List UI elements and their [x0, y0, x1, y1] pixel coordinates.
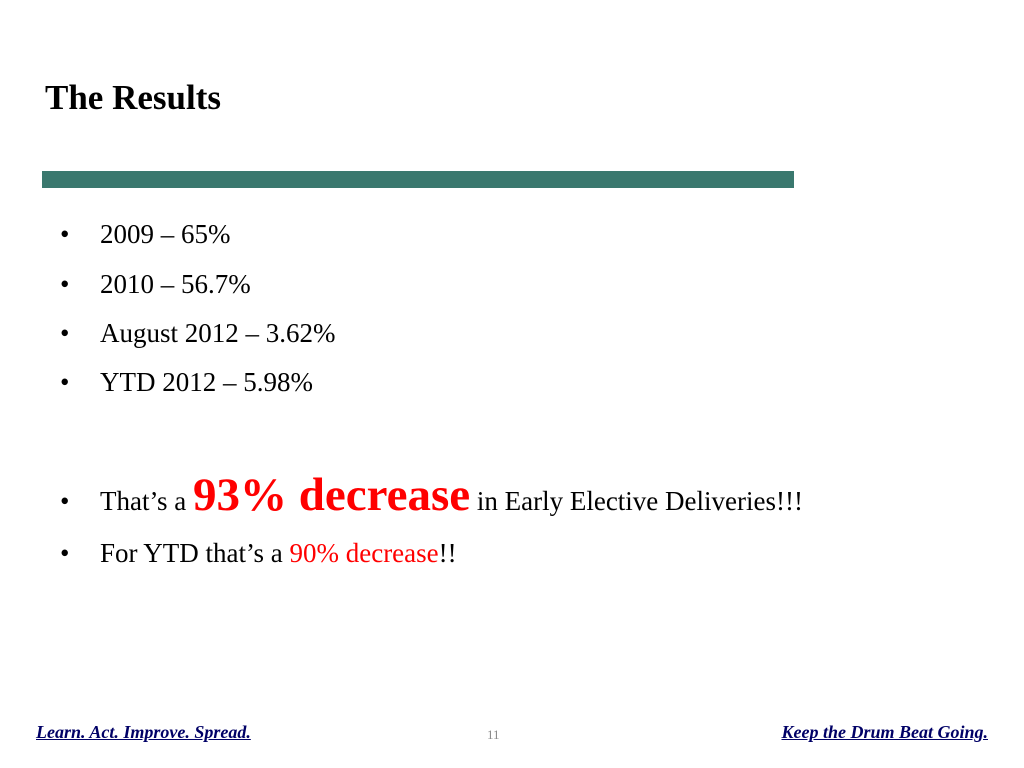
- bullet-text: 2010 – 56.7%: [100, 269, 251, 299]
- title-divider-bar: [42, 171, 794, 188]
- bullet-text: August 2012 – 3.62%: [100, 318, 336, 348]
- bullet-item-2009: • 2009 – 65%: [60, 217, 231, 251]
- bullet-suffix: !!: [438, 538, 457, 568]
- bullet-item-ytd-decrease: • For YTD that’s a 90% decrease!!: [60, 536, 457, 570]
- footer-slogan-left: Learn. Act. Improve. Spread.: [36, 722, 251, 742]
- bullet-item-2010: • 2010 – 56.7%: [60, 267, 251, 301]
- slide-title: The Results: [45, 78, 221, 117]
- decrease-highlight: 93% decrease: [192, 469, 471, 521]
- bullet-item-ytd-2012: • YTD 2012 – 5.98%: [60, 365, 313, 399]
- bullet-dot: •: [60, 219, 70, 249]
- bullet-text: 2009 – 65%: [100, 219, 231, 249]
- bullet-dot: •: [60, 486, 70, 516]
- bullet-item-august-2012: • August 2012 – 3.62%: [60, 316, 336, 350]
- bullet-dot: •: [60, 318, 70, 348]
- bullet-suffix: in Early Elective Deliveries!!!: [470, 486, 803, 516]
- bullet-dot: •: [60, 269, 70, 299]
- footer-slogan-right: Keep the Drum Beat Going.: [781, 722, 988, 742]
- page-number: 11: [487, 727, 500, 742]
- ytd-decrease-highlight: 90% decrease: [289, 538, 439, 568]
- bullet-prefix: That’s a: [100, 486, 193, 516]
- bullet-prefix: For YTD that’s a: [100, 538, 290, 568]
- bullet-dot: •: [60, 367, 70, 397]
- bullet-item-93-decrease: • That’s a 93% decrease in Early Elective…: [60, 470, 803, 520]
- bullet-dot: •: [60, 538, 70, 568]
- bullet-text: YTD 2012 – 5.98%: [100, 367, 313, 397]
